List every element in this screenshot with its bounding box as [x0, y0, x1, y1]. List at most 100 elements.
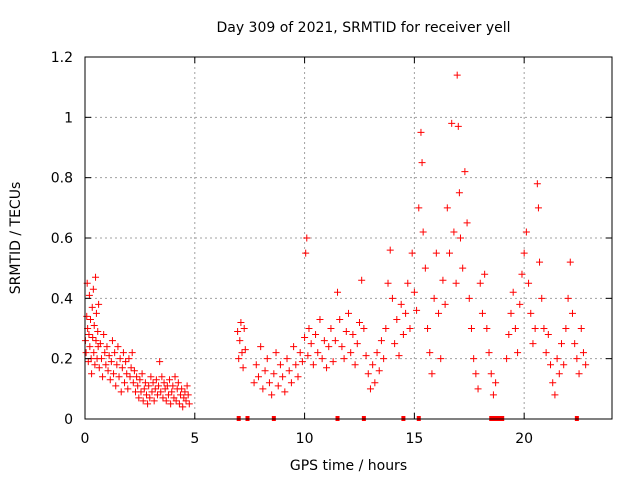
- data-point: [86, 343, 94, 351]
- data-point: [320, 337, 328, 345]
- data-point: [112, 382, 120, 390]
- data-point: [478, 309, 486, 317]
- data-point: [542, 349, 550, 357]
- data-point: [157, 388, 165, 396]
- data-point: [470, 355, 478, 363]
- data-point: [538, 294, 546, 302]
- data-point: [428, 370, 436, 378]
- data-point: [446, 249, 454, 257]
- data-point: [279, 373, 287, 381]
- data-point: [419, 228, 427, 236]
- data-point: [571, 340, 579, 348]
- data-point: [287, 379, 295, 387]
- data-point: [102, 361, 110, 369]
- data-point: [418, 159, 426, 167]
- data-point: [489, 391, 497, 399]
- data-point: [373, 349, 381, 357]
- data-point: [518, 270, 526, 278]
- data-point: [564, 294, 572, 302]
- data-point: [164, 391, 172, 399]
- data-point: [579, 349, 587, 357]
- data-point: [316, 315, 324, 323]
- data-point: [544, 331, 552, 339]
- data-point: [347, 349, 355, 357]
- data-point: [133, 373, 141, 381]
- data-point: [382, 325, 390, 332]
- data-point: [562, 325, 570, 332]
- data-point: [119, 349, 127, 357]
- data-point: [99, 373, 107, 381]
- data-point: [239, 364, 247, 372]
- data-point: [97, 355, 105, 363]
- data-point: [547, 361, 555, 369]
- data-point: [82, 349, 90, 357]
- data-point: [85, 331, 93, 339]
- data-point: [568, 309, 576, 317]
- axis-ticks: 0 0.2 0.4 0.6 0.8 1 1.2 0 5 10 15 20: [51, 50, 612, 447]
- data-point: [129, 379, 137, 387]
- data-point: [234, 328, 242, 336]
- data-point: [155, 382, 163, 390]
- data-point: [553, 355, 561, 363]
- data-point: [435, 309, 443, 317]
- data-point: [263, 355, 271, 363]
- data-point: [158, 373, 166, 381]
- data-point: [395, 352, 403, 360]
- y-tick-label: 1: [64, 110, 73, 126]
- data-point: [485, 349, 493, 357]
- data-point: [424, 325, 432, 332]
- data-point: [408, 249, 416, 257]
- data-point: [106, 376, 114, 384]
- data-point: [298, 358, 306, 366]
- data-point: [171, 373, 179, 381]
- data-point: [139, 397, 147, 405]
- data-point: [172, 397, 180, 405]
- data-point: [85, 291, 93, 299]
- data-point: [235, 355, 243, 363]
- data-point: [94, 328, 102, 336]
- data-point: [151, 385, 159, 393]
- data-point: [183, 382, 191, 390]
- data-point: [353, 340, 361, 348]
- data-point: [89, 285, 97, 293]
- data-point: [384, 279, 392, 287]
- data-point: [125, 355, 133, 363]
- data-point: [453, 71, 461, 79]
- data-point: [492, 379, 500, 387]
- data-point: [476, 279, 484, 287]
- data-point: [459, 264, 467, 272]
- data-point: [254, 373, 262, 381]
- data-point: [292, 361, 300, 369]
- data-point: [358, 276, 366, 284]
- data-point: [327, 325, 335, 332]
- data-point: [175, 400, 183, 408]
- data-point: [533, 180, 541, 188]
- data-point: [456, 234, 464, 242]
- data-point: [305, 325, 313, 332]
- data-point: [336, 315, 344, 323]
- data-point: [304, 352, 312, 360]
- data-point: [531, 325, 539, 332]
- data-point: [397, 300, 405, 308]
- data-point: [90, 349, 98, 357]
- data-point: [259, 385, 267, 393]
- data-point: [312, 331, 320, 339]
- data-point: [156, 358, 164, 366]
- data-point: [314, 349, 322, 357]
- data-point: [240, 325, 248, 332]
- data-point: [126, 373, 134, 381]
- data-point: [261, 367, 269, 375]
- data-point: [461, 168, 469, 176]
- data-point: [276, 361, 284, 369]
- data-point: [294, 373, 302, 381]
- data-point: [121, 379, 129, 387]
- data-point: [388, 294, 396, 302]
- data-point: [325, 343, 333, 351]
- data-point: [386, 246, 394, 254]
- data-point: [184, 391, 192, 399]
- data-point: [432, 249, 440, 257]
- data-point: [124, 385, 132, 393]
- y-tick-label: 0.2: [51, 352, 73, 368]
- data-point: [463, 219, 471, 227]
- data-point: [371, 379, 379, 387]
